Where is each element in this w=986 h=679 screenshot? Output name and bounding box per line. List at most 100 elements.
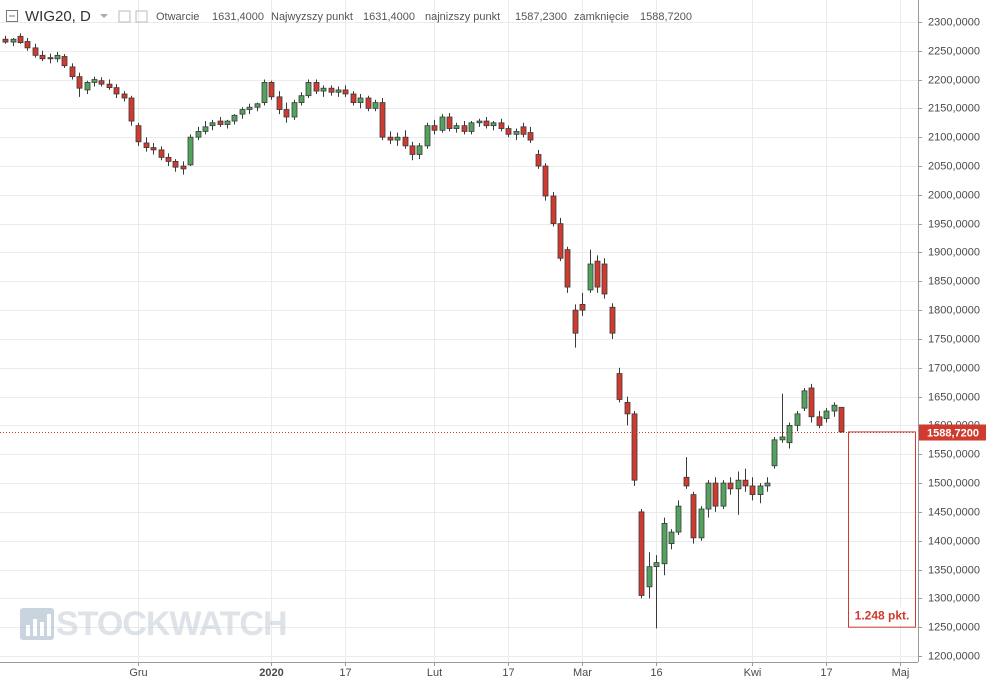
candle-body	[513, 131, 520, 135]
candle-body	[135, 125, 142, 143]
candle-body	[557, 223, 564, 259]
candle-body	[550, 195, 557, 225]
candle-body	[801, 390, 808, 409]
candle-body	[224, 120, 231, 125]
candle-body	[217, 120, 224, 125]
y-tick-label: 2100,0000	[928, 131, 980, 143]
candle-body	[490, 122, 497, 127]
y-tick-label: 2050,0000	[928, 160, 980, 172]
candle-body	[150, 147, 157, 151]
collapse-icon[interactable]	[6, 10, 18, 22]
candle-body	[2, 38, 9, 43]
measure-label: 1.248 pkt.	[855, 608, 910, 622]
candle-body	[653, 562, 660, 568]
candle-body	[365, 97, 372, 109]
header-label: Najwyzszy punkt	[271, 11, 353, 23]
candle-body	[720, 482, 727, 507]
candle-body	[143, 142, 150, 148]
candle-body	[98, 80, 105, 85]
candle-body	[187, 136, 194, 166]
candle-body	[320, 87, 327, 92]
candle-body	[690, 494, 697, 539]
x-tick-label: Mar	[573, 667, 592, 679]
x-tick-label: 2020	[259, 667, 283, 679]
candle-body	[461, 125, 468, 132]
candle-body	[202, 126, 209, 132]
candle-body	[291, 102, 298, 118]
candle-body	[372, 102, 379, 109]
candle-body	[794, 413, 801, 426]
candle-body	[439, 116, 446, 131]
y-tick-label: 1450,0000	[928, 506, 980, 518]
candle-body	[128, 97, 135, 122]
candle-body	[542, 165, 549, 197]
candle-body	[409, 145, 416, 155]
candle-body	[313, 82, 320, 92]
candle-body	[483, 120, 490, 127]
candle-body	[416, 145, 423, 155]
y-tick-label: 1650,0000	[928, 391, 980, 403]
symbol: WIG20, D	[25, 8, 91, 25]
watermark-icon	[33, 619, 37, 636]
x-tick-label: 16	[650, 667, 662, 679]
y-tick-label: 2000,0000	[928, 189, 980, 201]
x-tick-label: Maj	[892, 667, 910, 679]
candle-body	[121, 93, 128, 99]
y-tick-label: 1250,0000	[928, 621, 980, 633]
x-tick-label: 17	[339, 667, 351, 679]
candle-body	[572, 309, 579, 334]
candle-body	[727, 482, 734, 490]
y-tick-label: 1400,0000	[928, 535, 980, 547]
candle-body	[683, 476, 690, 487]
candle-body	[757, 485, 764, 495]
candle-body	[771, 439, 778, 467]
candle-body	[165, 156, 172, 162]
candle-body	[453, 125, 460, 129]
candle-body	[446, 116, 453, 129]
y-tick-label: 1750,0000	[928, 333, 980, 345]
settings-icon[interactable]	[135, 10, 148, 23]
x-tick-label: Lut	[427, 667, 442, 679]
header-value: 1588,7200	[640, 11, 692, 23]
candle-body	[39, 54, 46, 60]
candle-body	[47, 57, 54, 60]
header-value: 1631,4000	[212, 11, 264, 23]
candle-body	[276, 96, 283, 110]
candle-body	[113, 87, 120, 95]
candle-body	[601, 263, 608, 295]
candle-body	[749, 485, 756, 495]
candle-body	[305, 82, 312, 97]
candle-body	[158, 149, 165, 158]
candle-body	[764, 482, 771, 487]
candle-body	[357, 97, 364, 104]
candle-body	[527, 132, 534, 141]
dropdown-icon[interactable]	[100, 14, 108, 18]
y-tick-label: 1700,0000	[928, 362, 980, 374]
candle-body	[431, 125, 438, 131]
overlay: 1588,7200 1.248 pkt.	[0, 424, 986, 628]
candle-body	[579, 303, 586, 311]
header-label: Otwarcie	[156, 11, 199, 23]
candle-body	[246, 106, 253, 110]
candle-body	[779, 436, 786, 441]
settings-icon[interactable]	[118, 10, 131, 23]
candle-body	[816, 416, 823, 426]
candle-body	[668, 531, 675, 544]
x-tick-label: Gru	[129, 667, 147, 679]
y-tick-label: 1900,0000	[928, 246, 980, 258]
header: WIG20, D Otwarcie 1631,4000 Najwyzszy pu…	[6, 8, 692, 25]
candle-body	[261, 82, 268, 104]
candle-body	[520, 126, 527, 135]
candle-body	[61, 56, 68, 67]
candle-body	[24, 41, 31, 49]
candle-body	[564, 249, 571, 288]
candle-body	[69, 66, 76, 78]
y-tick-label: 2200,0000	[928, 74, 980, 86]
watermark-icon	[47, 614, 51, 636]
last-price-label: 1588,7200	[927, 427, 979, 439]
candle-body	[180, 165, 187, 170]
header-label: najnizszy punkt	[425, 11, 500, 23]
header-value: 1631,4000	[363, 11, 415, 23]
